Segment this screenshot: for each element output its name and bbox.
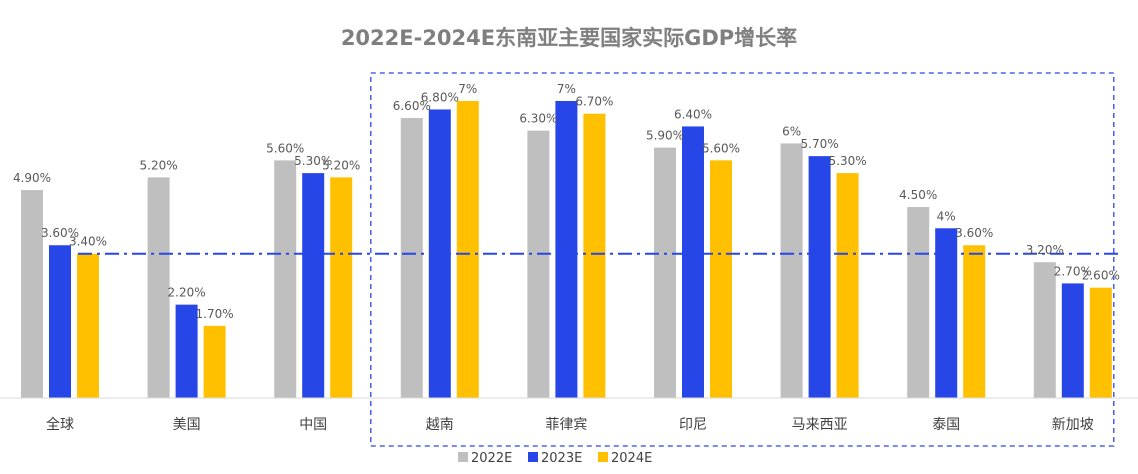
legend-label: 2022E xyxy=(471,451,512,466)
bars-layer xyxy=(21,100,1112,399)
bar-2022E-中国 xyxy=(274,160,297,398)
bar-2023E-中国 xyxy=(302,173,325,398)
bar-2024E-中国 xyxy=(330,177,353,398)
bar-2024E-新加坡 xyxy=(1089,287,1112,398)
data-label: 2.70% xyxy=(1054,264,1092,278)
bar-2022E-印尼 xyxy=(654,147,676,398)
data-label: 6.80% xyxy=(421,90,459,104)
highlight-box xyxy=(370,72,1115,447)
data-label: 4.50% xyxy=(899,188,937,202)
bar-2023E-新加坡 xyxy=(1061,283,1084,398)
bar-2024E-印尼 xyxy=(710,160,732,398)
data-label: 6.30% xyxy=(519,112,557,126)
data-label: 2.20% xyxy=(168,286,206,300)
data-label: 5.90% xyxy=(646,129,684,143)
bar-2023E-印尼 xyxy=(682,126,704,398)
bar-2023E-全球 xyxy=(49,245,71,398)
data-label: 3.60% xyxy=(41,226,79,240)
data-label: 4% xyxy=(937,209,956,223)
category-label: 新加坡 xyxy=(1052,417,1094,433)
data-label: 6.40% xyxy=(674,107,712,121)
data-label: 6% xyxy=(782,124,801,138)
category-label: 泰国 xyxy=(932,417,960,433)
legend: 2022E 2023E 2024E xyxy=(458,451,652,466)
legend-label: 2023E xyxy=(541,451,582,466)
bar-2022E-美国 xyxy=(147,177,170,398)
bar-2023E-马来西亚 xyxy=(808,156,831,398)
highlight-box-layer xyxy=(370,72,1115,447)
legend-swatch-2022E xyxy=(458,452,468,462)
data-label: 3.60% xyxy=(955,226,993,240)
bar-2022E-菲律宾 xyxy=(527,130,550,399)
bar-2023E-美国 xyxy=(175,304,198,398)
bar-2024E-美国 xyxy=(203,325,226,398)
bar-2022E-泰国 xyxy=(907,207,930,398)
data-label: 5.70% xyxy=(801,137,839,151)
bar-2022E-越南 xyxy=(400,117,423,398)
category-label: 美国 xyxy=(173,417,201,433)
data-label: 5.20% xyxy=(322,158,360,172)
data-label: 4.90% xyxy=(13,171,51,185)
category-label: 越南 xyxy=(426,417,454,433)
data-label: 3.20% xyxy=(1026,243,1064,257)
bar-2022E-全球 xyxy=(21,190,43,398)
bar-2024E-菲律宾 xyxy=(583,113,606,399)
bar-2023E-菲律宾 xyxy=(555,100,578,399)
chart-title: 2022E-2024E东南亚主要国家实际GDP增长率 xyxy=(341,26,797,50)
bar-2024E-马来西亚 xyxy=(836,173,859,398)
data-label: 5.30% xyxy=(294,154,332,168)
data-label: 5.30% xyxy=(829,154,867,168)
data-label: 5.60% xyxy=(266,141,304,155)
category-label: 马来西亚 xyxy=(792,417,848,433)
bar-2022E-马来西亚 xyxy=(780,143,803,398)
data-label: 2.60% xyxy=(1082,269,1120,283)
bar-2024E-越南 xyxy=(456,100,479,399)
category-label: 印尼 xyxy=(679,417,707,433)
bar-2024E-全球 xyxy=(77,253,99,398)
category-label: 中国 xyxy=(299,417,327,433)
data-label: 5.20% xyxy=(140,158,178,172)
data-label: 1.70% xyxy=(196,307,234,321)
data-label: 7% xyxy=(458,82,477,96)
bar-2022E-新加坡 xyxy=(1033,262,1056,398)
legend-label: 2024E xyxy=(611,451,652,466)
legend-swatch-2024E xyxy=(598,452,608,462)
data-label: 6.60% xyxy=(393,99,431,113)
legend-swatch-2023E xyxy=(528,452,538,462)
bar-2024E-泰国 xyxy=(963,245,986,398)
category-labels-layer: 全球 美国 中国 越南 菲律宾 印尼 马来西亚 泰国 新加坡 xyxy=(46,416,1094,433)
bar-2023E-泰国 xyxy=(935,228,958,398)
data-label: 5.60% xyxy=(702,141,740,155)
data-label: 3.40% xyxy=(69,235,107,249)
category-label: 全球 xyxy=(46,416,74,433)
category-label: 菲律宾 xyxy=(545,417,587,433)
data-label: 6.70% xyxy=(575,95,613,109)
data-label: 7% xyxy=(557,82,576,96)
data-labels-layer: 4.90%3.60%3.40%5.20%2.20%1.70%5.60%5.30%… xyxy=(13,82,1120,321)
